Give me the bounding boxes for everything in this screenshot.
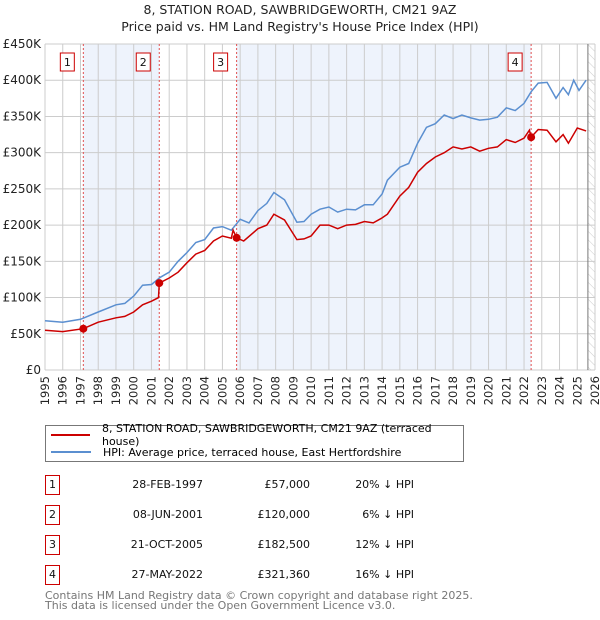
y-tick-label: £250K (3, 182, 43, 196)
x-tick-label: 2009 (286, 376, 300, 405)
x-tick-label: 1999 (109, 376, 123, 405)
x-tick-label: 2022 (517, 376, 531, 405)
x-tick-label: 2010 (304, 376, 318, 405)
x-tick-label: 2005 (215, 376, 229, 405)
legend-item-property: 8, STATION ROAD, SAWBRIDGEWORTH, CM21 9A… (46, 422, 463, 448)
y-tick-label: £150K (3, 254, 43, 268)
sale-label-number: 1 (64, 56, 71, 69)
x-tick-label: 2007 (251, 376, 265, 405)
sale-price: £321,360 (257, 568, 311, 581)
x-tick-label: 2008 (269, 376, 283, 405)
shaded-ownership-range (236, 44, 532, 370)
sale-hpi-diff: 6% ↓ HPI (362, 508, 414, 521)
x-tick-label: 2000 (127, 376, 141, 405)
y-tick-label: £50K (10, 327, 42, 341)
x-tick-label: 2018 (446, 376, 460, 405)
legend-swatch-property (51, 434, 90, 436)
x-tick-label: 2004 (198, 376, 212, 405)
y-tick-label: £400K (3, 73, 43, 87)
sale-point (79, 324, 88, 333)
y-tick-label: £100K (3, 291, 43, 305)
x-tick-label: 2020 (482, 376, 496, 405)
sale-label-box (213, 52, 229, 72)
y-tick-label: £0 (26, 363, 41, 377)
x-tick-label: 2001 (144, 376, 158, 405)
x-tick-label: 1996 (56, 376, 70, 405)
sale-point (527, 133, 536, 142)
sale-hpi-diff: 20% ↓ HPI (355, 478, 414, 491)
footer-licence: This data is licensed under the Open Gov… (45, 599, 396, 612)
sale-label-box (59, 52, 75, 72)
sale-label-number: 2 (140, 56, 147, 69)
x-tick-label: 2012 (340, 376, 354, 405)
x-tick-label: 2017 (428, 376, 442, 405)
y-tick-label: £450K (3, 37, 43, 51)
x-tick-label: 2021 (499, 376, 513, 405)
x-tick-label: 2013 (357, 376, 371, 405)
legend: 8, STATION ROAD, SAWBRIDGEWORTH, CM21 9A… (45, 422, 464, 462)
sale-number-badge: 1 (45, 475, 60, 495)
x-tick-label: 2026 (588, 376, 600, 405)
x-tick-label: 2014 (375, 376, 389, 405)
x-tick-label: 2016 (411, 376, 425, 405)
x-tick-label: 2002 (162, 376, 176, 405)
sale-label-number: 4 (512, 56, 519, 69)
x-tick-label: 2024 (553, 376, 567, 405)
x-tick-label: 2025 (570, 376, 584, 405)
x-tick-label: 2003 (180, 376, 194, 405)
sale-date: 27-MAY-2022 (131, 568, 203, 581)
sale-label-box (135, 52, 151, 72)
footer-copyright: Contains HM Land Registry data © Crown c… (45, 589, 473, 602)
x-tick-label: 1998 (91, 376, 105, 405)
sale-number-badge: 2 (45, 505, 60, 525)
sale-date: 28-FEB-1997 (132, 478, 203, 491)
x-tick-label: 2023 (535, 376, 549, 405)
sale-point (232, 233, 241, 242)
sale-point (155, 279, 164, 288)
series-line (44, 78, 587, 323)
sale-date: 21-OCT-2005 (130, 538, 203, 551)
y-tick-label: £350K (3, 109, 43, 123)
sale-label-box (507, 52, 523, 72)
y-tick-label: £200K (3, 218, 43, 232)
sale-number-badge: 3 (45, 535, 60, 555)
x-tick-label: 2015 (393, 376, 407, 405)
sale-price: £182,500 (257, 538, 311, 551)
sale-number-badge: 4 (45, 565, 60, 585)
sale-hpi-diff: 12% ↓ HPI (355, 538, 414, 551)
x-tick-label: 1995 (38, 376, 52, 405)
legend-label-hpi: HPI: Average price, terraced house, East… (103, 445, 402, 459)
x-tick-label: 2006 (233, 376, 247, 405)
sale-price: £120,000 (257, 508, 311, 521)
legend-item-hpi: HPI: Average price, terraced house, East… (46, 444, 401, 460)
shaded-ownership-range (83, 44, 160, 370)
x-tick-label: 2011 (322, 376, 336, 405)
chart-title-line2: Price paid vs. HM Land Registry's House … (121, 19, 479, 34)
x-tick-label: 2019 (464, 376, 478, 405)
forecast-hatch (587, 44, 595, 370)
chart-title-line1: 8, STATION ROAD, SAWBRIDGEWORTH, CM21 9A… (143, 2, 457, 17)
sale-hpi-diff: 16% ↓ HPI (355, 568, 414, 581)
sale-label-number: 3 (217, 56, 224, 69)
legend-swatch-hpi (51, 451, 91, 453)
sale-date: 08-JUN-2001 (132, 508, 203, 521)
legend-label-property: 8, STATION ROAD, SAWBRIDGEWORTH, CM21 9A… (101, 422, 432, 448)
x-tick-label: 1997 (73, 376, 87, 405)
sale-price: £57,000 (264, 478, 311, 491)
y-tick-label: £300K (3, 146, 43, 160)
